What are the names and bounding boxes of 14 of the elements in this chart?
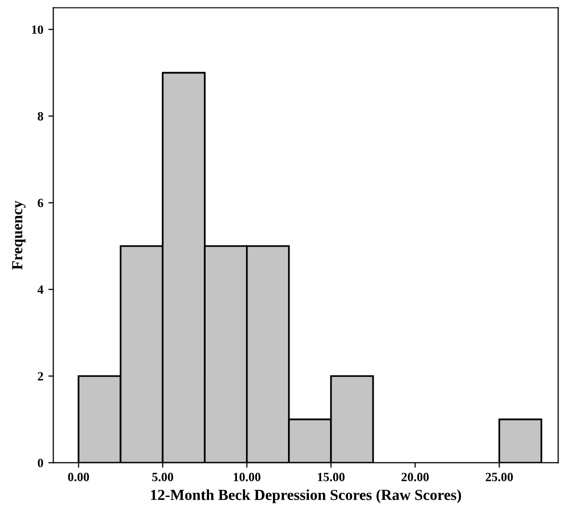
y-tick-label: 6 [38,198,44,208]
x-tick-label: 5.00 [152,472,174,482]
y-tick-label: 8 [38,112,44,121]
x-axis-title: 12-Month Beck Depression Scores (Raw Scores) [151,489,462,504]
x-tick-label: 10.00 [234,472,260,482]
x-tick-label: 0.00 [68,472,89,482]
y-tick-label: 0 [38,458,44,468]
x-tick-label: 25.00 [486,472,513,482]
x-tick-label: 20.00 [402,472,429,482]
x-tick-label: 15.00 [318,472,345,482]
y-axis-title: Frequency [12,200,26,270]
y-tick-label: 10 [32,25,44,34]
y-tick-label: 2 [38,372,44,380]
y-tick-label: 4 [37,286,44,294]
